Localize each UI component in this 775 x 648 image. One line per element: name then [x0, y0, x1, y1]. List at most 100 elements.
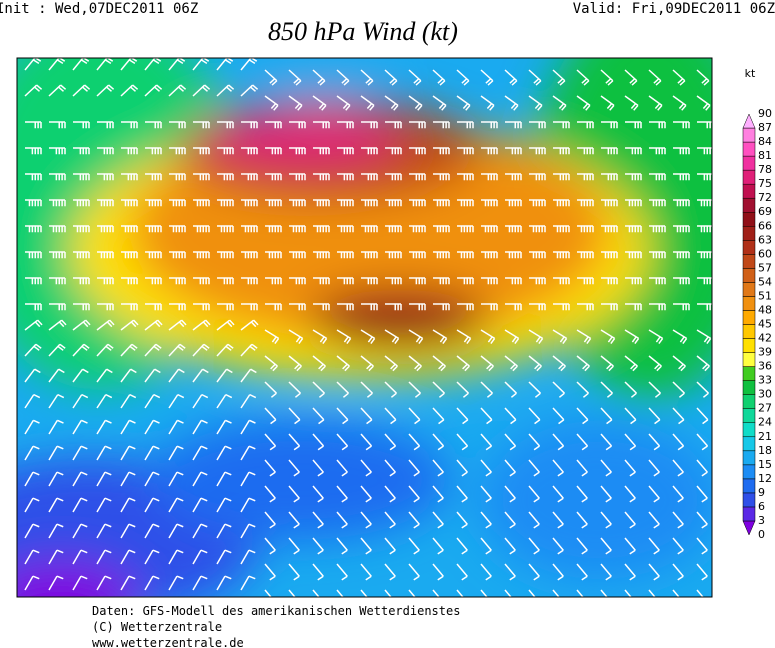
- wind-barb: [193, 147, 210, 155]
- wind-barb: [433, 303, 450, 311]
- wind-barb: [264, 329, 280, 344]
- legend-label: 12: [758, 472, 772, 485]
- wind-barb: [145, 303, 162, 311]
- wind-barb: [72, 84, 91, 97]
- wind-barb: [73, 277, 90, 285]
- wind-barb: [72, 393, 89, 409]
- wind-barb: [576, 537, 588, 555]
- legend-label: 36: [758, 360, 772, 373]
- wind-barb: [312, 329, 328, 344]
- wind-barb: [289, 225, 306, 233]
- wind-barb: [289, 121, 306, 129]
- wind-barb: [216, 549, 232, 565]
- legend-label: 30: [758, 388, 772, 401]
- wind-barb: [601, 303, 618, 311]
- wind-barb: [481, 277, 498, 285]
- wind-barb: [168, 575, 184, 591]
- wind-barb: [73, 251, 90, 259]
- wind-barb: [192, 549, 208, 565]
- wind-barb: [193, 251, 210, 259]
- wind-barb: [576, 355, 590, 372]
- wind-barb: [408, 329, 424, 344]
- wind-barb: [24, 497, 40, 513]
- wind-barb: [576, 485, 588, 503]
- wind-barb: [384, 69, 398, 86]
- legend-label: 57: [758, 261, 772, 274]
- wind-barb: [600, 563, 612, 581]
- wind-barb: [48, 319, 67, 331]
- wind-barb: [600, 459, 612, 477]
- wind-barb: [385, 121, 402, 129]
- wind-barb: [672, 563, 684, 581]
- wind-barb: [624, 563, 636, 581]
- wind-barb: [384, 563, 396, 581]
- wind-barb: [313, 147, 330, 155]
- wind-barb: [289, 147, 306, 155]
- wind-barb: [312, 511, 324, 529]
- wind-barb: [48, 419, 64, 435]
- wind-barb: [552, 511, 564, 529]
- wind-barb: [120, 393, 137, 409]
- wind-barb: [168, 368, 185, 383]
- wind-barb: [384, 485, 396, 503]
- wind-barb: [624, 381, 637, 398]
- wind-barb: [265, 225, 282, 233]
- wind-barb: [480, 355, 494, 372]
- wind-barb: [168, 319, 187, 331]
- wind-barb: [577, 303, 594, 311]
- wind-barb: [552, 433, 565, 451]
- wind-barb: [432, 69, 446, 86]
- wind-barb: [576, 95, 591, 111]
- wind-barb: [192, 393, 209, 409]
- wind-barb: [673, 277, 690, 285]
- wind-barb: [169, 303, 186, 311]
- wind-barb: [529, 173, 546, 181]
- wind-barb: [360, 459, 372, 477]
- color-segment: [742, 450, 756, 466]
- wind-barb: [121, 147, 138, 155]
- wind-barb: [504, 511, 516, 529]
- wind-barb: [360, 511, 372, 529]
- color-segment: [742, 394, 756, 409]
- wind-barb: [192, 343, 210, 357]
- wind-barb: [145, 199, 162, 207]
- wind-barb: [576, 433, 589, 451]
- wind-barb: [384, 589, 392, 597]
- wind-barb: [144, 497, 160, 513]
- wind-barb: [624, 69, 638, 86]
- legend-label: 3: [758, 514, 765, 527]
- wind-barb: [408, 69, 422, 86]
- wind-barb: [240, 319, 259, 331]
- wind-barb: [265, 277, 282, 285]
- wind-barb: [49, 303, 66, 311]
- wind-barb: [72, 368, 89, 383]
- wind-barb: [553, 277, 570, 285]
- legend-label: 90: [758, 107, 772, 120]
- wind-barb: [480, 381, 493, 398]
- legend-label: 75: [758, 177, 772, 190]
- wind-barb: [288, 459, 300, 477]
- wind-barb: [168, 84, 187, 97]
- wind-barb: [697, 121, 712, 129]
- wind-barb: [289, 277, 306, 285]
- legend-label: 39: [758, 346, 772, 359]
- legend-label: 45: [758, 318, 772, 331]
- wind-barb: [264, 563, 276, 581]
- wind-barb: [648, 563, 660, 581]
- wind-barb: [697, 147, 712, 155]
- wind-barb: [529, 251, 546, 259]
- wind-barb: [697, 277, 712, 285]
- legend-label: 27: [758, 402, 772, 415]
- wind-barb: [432, 329, 448, 344]
- wind-barb: [408, 355, 422, 372]
- wind-barb: [264, 407, 277, 425]
- wind-barb: [361, 147, 378, 155]
- wind-barb: [600, 589, 608, 597]
- wind-barb: [289, 173, 306, 181]
- wind-barb: [432, 407, 445, 425]
- wind-barb: [97, 173, 114, 181]
- wind-barb: [457, 173, 474, 181]
- wind-barb: [505, 225, 522, 233]
- wind-barb: [624, 433, 637, 451]
